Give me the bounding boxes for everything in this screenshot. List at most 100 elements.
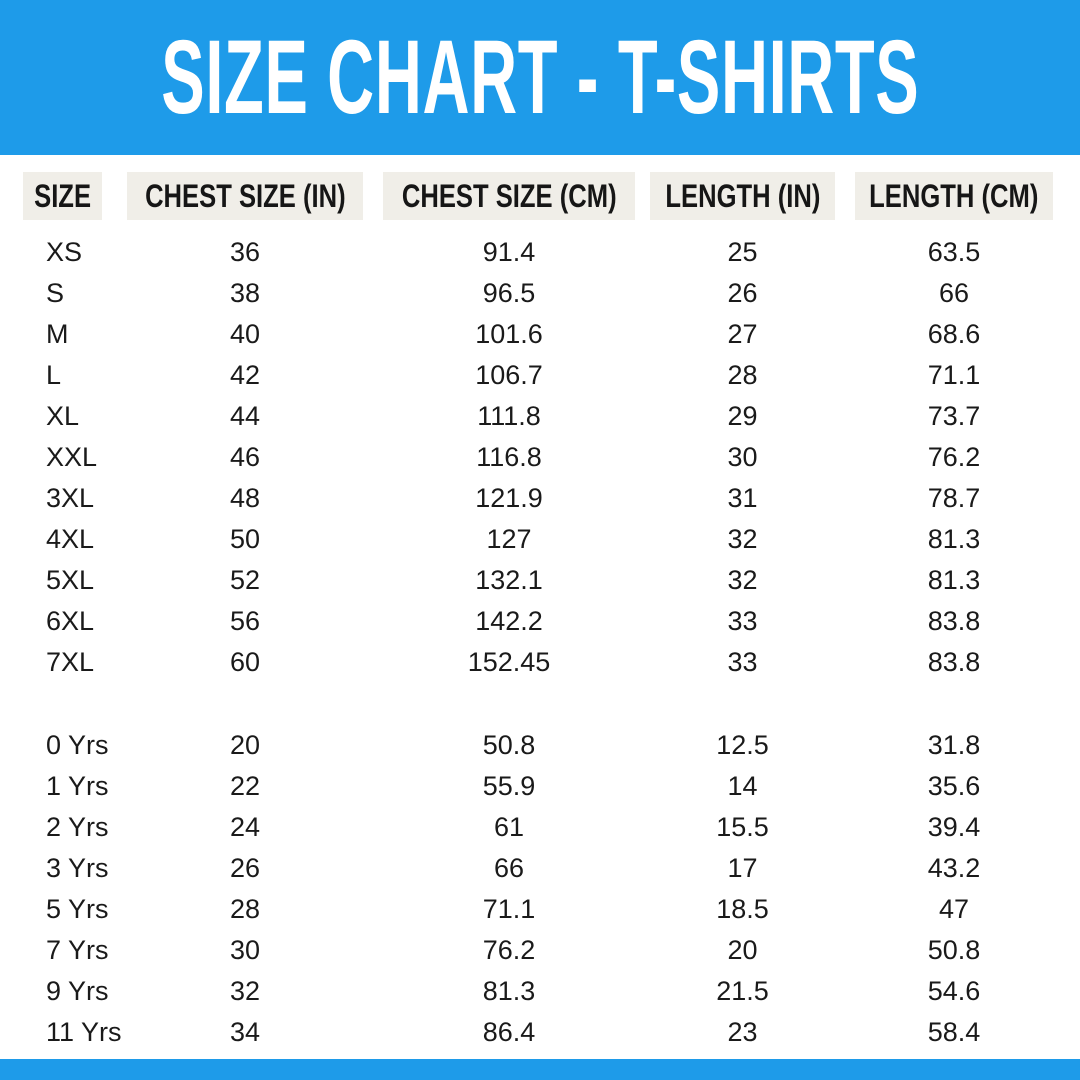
table-cell: 78.7 [927, 483, 981, 513]
column-header: CHEST SIZE (CM) [383, 172, 635, 220]
table-header-row: SIZE CHEST SIZE (IN) CHEST SIZE (CM) LENGTH… [0, 172, 1080, 220]
table-cell: 23 [727, 1017, 758, 1047]
table-cell: 142.2 [475, 606, 543, 636]
table-cell: 12.5 [716, 730, 769, 760]
table-row: 4XL 50 127 32 81.3 [0, 519, 1080, 560]
table-cell: 91.4 [482, 237, 536, 267]
table-cell: 96.5 [482, 278, 536, 308]
table-row: 3 Yrs 26 66 17 43.2 [0, 848, 1080, 889]
table-cell: 52 [229, 565, 261, 595]
column-header-label: LENGTH (IN) [665, 177, 820, 214]
table-cell: 86.4 [482, 1017, 536, 1047]
column-header-label: CHEST SIZE (CM) [401, 177, 617, 214]
size-label-cell: 3XL [46, 483, 95, 513]
table-cell: 26 [727, 278, 758, 308]
table-cell: 71.1 [927, 360, 981, 390]
table-row: 7 Yrs 30 76.2 20 50.8 [0, 930, 1080, 971]
table-cell: 60 [229, 647, 261, 677]
table-row: M 40 101.6 27 68.6 [0, 314, 1080, 355]
table-cell: 56 [229, 606, 261, 636]
table-cell: 35.6 [927, 771, 981, 801]
table-cell: 24 [229, 812, 261, 842]
size-label-cell: 4XL [46, 524, 95, 554]
column-header: CHEST SIZE (IN) [127, 172, 363, 220]
size-label-cell: XL [46, 401, 80, 431]
table-cell: 47 [938, 894, 970, 924]
table-cell: 44 [229, 401, 261, 431]
table-body: XS 36 91.4 25 63.5 S 38 96.5 26 66 M 40 101.6 27 68.6 L… [0, 232, 1080, 1053]
table-row: 11 Yrs 34 86.4 23 58.4 [0, 1012, 1080, 1053]
table-row: 2 Yrs 24 61 15.5 39.4 [0, 807, 1080, 848]
size-label-cell: 0 Yrs [46, 730, 109, 760]
footer-band [0, 1059, 1080, 1080]
table-cell: 43.2 [927, 853, 981, 883]
table-cell: 50 [229, 524, 261, 554]
table-cell: 54.6 [927, 976, 981, 1006]
column-header: LENGTH (IN) [650, 172, 835, 220]
size-label-cell: 11 Yrs [46, 1017, 122, 1047]
table-cell: 50.8 [482, 730, 536, 760]
table-cell: 101.6 [475, 319, 543, 349]
table-cell: 25 [727, 237, 758, 267]
table-row: XS 36 91.4 25 63.5 [0, 232, 1080, 273]
table-cell: 31 [727, 483, 758, 513]
size-label-cell: 2 Yrs [46, 812, 109, 842]
table-row: 9 Yrs 32 81.3 21.5 54.6 [0, 971, 1080, 1012]
size-label-cell: XS [46, 237, 83, 267]
size-label-cell: 9 Yrs [46, 976, 109, 1006]
table-cell: 48 [229, 483, 261, 513]
table-cell: 55.9 [482, 771, 536, 801]
table-row: L 42 106.7 28 71.1 [0, 355, 1080, 396]
column-header-label: SIZE [34, 177, 91, 214]
table-cell: 66 [938, 278, 970, 308]
table-row: 1 Yrs 22 55.9 14 35.6 [0, 766, 1080, 807]
table-cell: 32 [727, 524, 758, 554]
table-cell: 132.1 [475, 565, 543, 595]
table-cell: 76.2 [927, 442, 981, 472]
table-cell: 81.3 [482, 976, 536, 1006]
title-band: SIZE CHART - T-SHIRTS [0, 0, 1080, 155]
table-cell: 15.5 [716, 812, 769, 842]
table-cell: 46 [229, 442, 261, 472]
table-cell: 83.8 [927, 606, 981, 636]
table-cell: 18.5 [716, 894, 769, 924]
table-cell: 81.3 [927, 565, 981, 595]
table-cell: 76.2 [482, 935, 536, 965]
size-label-cell: L [46, 360, 62, 390]
table-cell: 42 [229, 360, 261, 390]
table-cell: 28 [229, 894, 261, 924]
table-row: XL 44 111.8 29 73.7 [0, 396, 1080, 437]
column-header: LENGTH (CM) [855, 172, 1053, 220]
table-cell: 28 [727, 360, 758, 390]
table-cell: 21.5 [716, 976, 769, 1006]
table-cell: 32 [229, 976, 261, 1006]
table-row: 5 Yrs 28 71.1 18.5 47 [0, 889, 1080, 930]
table-cell: 17 [727, 853, 758, 883]
table-cell: 81.3 [927, 524, 981, 554]
size-label-cell: 3 Yrs [46, 853, 109, 883]
size-label-cell: M [46, 319, 69, 349]
table-cell: 27 [727, 319, 758, 349]
table-row: 3XL 48 121.9 31 78.7 [0, 478, 1080, 519]
table-cell: 33 [727, 606, 758, 636]
table-cell: 20 [229, 730, 261, 760]
table-cell: 50.8 [927, 935, 981, 965]
table-cell: 31.8 [927, 730, 981, 760]
size-label-cell: S [46, 278, 65, 308]
table-cell: 30 [229, 935, 261, 965]
table-cell: 36 [229, 237, 261, 267]
table-cell: 116.8 [476, 442, 542, 472]
table-cell: 14 [727, 771, 758, 801]
table-cell: 152.45 [467, 647, 551, 677]
size-label-cell: 1 Yrs [46, 771, 109, 801]
table-row: XXL 46 116.8 30 76.2 [0, 437, 1080, 478]
table-cell: 34 [229, 1017, 261, 1047]
table-cell: 61 [493, 812, 525, 842]
table-cell: 38 [229, 278, 261, 308]
table-cell: 71.1 [482, 894, 536, 924]
page-title: SIZE CHART - T-SHIRTS [160, 18, 920, 136]
table-cell: 121.9 [475, 483, 543, 513]
table-cell: 30 [727, 442, 758, 472]
section-spacer [0, 683, 1080, 725]
